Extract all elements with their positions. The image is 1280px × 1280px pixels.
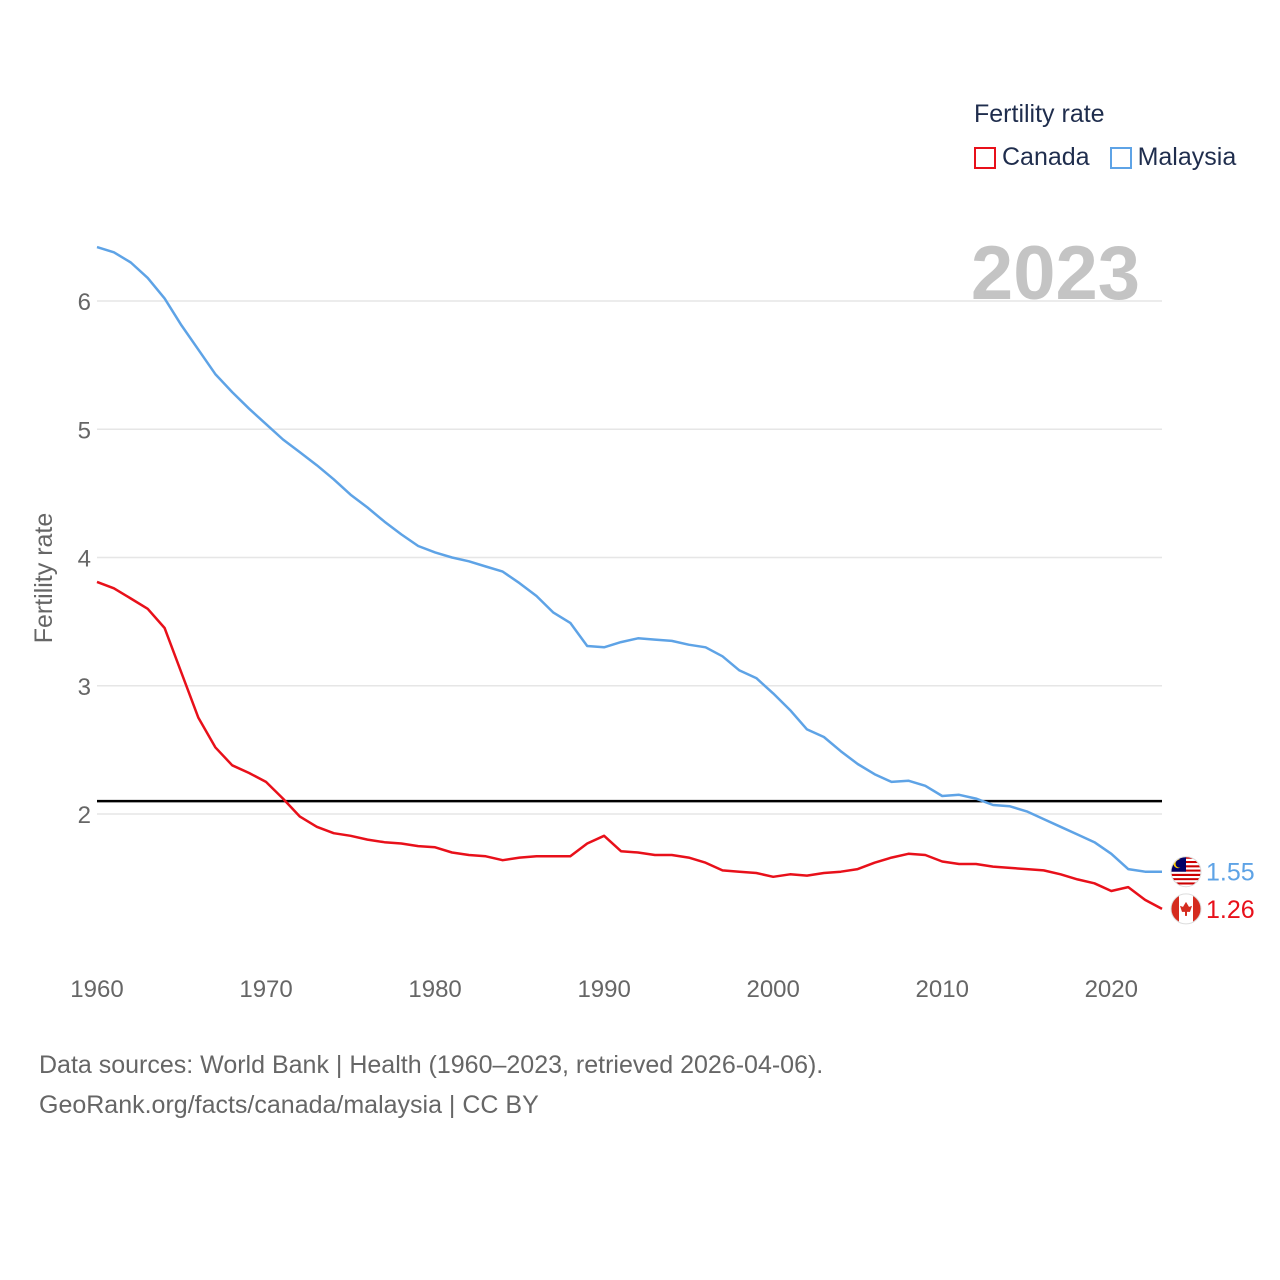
legend-swatch-canada <box>974 146 996 169</box>
x-axis-ticks: 1960 1970 1980 1990 2000 2010 2020 <box>70 976 1138 1003</box>
series-line-canada <box>96 580 1163 911</box>
x-tick-label: 2020 <box>1085 976 1138 1003</box>
y-tick-label: 5 <box>78 417 91 444</box>
end-labels: 1.26 1.55 <box>1170 856 1255 925</box>
y-axis-label: Fertility rate <box>30 513 58 644</box>
footer-sources: Data sources: World Bank | Health (1960–… <box>39 1051 824 1079</box>
y-tick-label: 4 <box>78 546 91 573</box>
y-tick-label: 6 <box>78 289 91 316</box>
y-tick-label: 3 <box>78 674 91 701</box>
x-tick-label: 2010 <box>916 976 969 1003</box>
y-tick-label: 2 <box>78 802 91 829</box>
legend-title: Fertility rate <box>974 100 1105 128</box>
legend-item-canada[interactable]: Canada <box>974 143 1090 172</box>
x-tick-label: 1980 <box>408 976 461 1003</box>
malaysia-end-value-label: 1.55 <box>1206 859 1255 887</box>
malaysia-flag-icon <box>1170 856 1202 888</box>
y-axis-ticks: 2 3 4 5 6 <box>78 289 91 829</box>
legend-item-malaysia[interactable]: Malaysia <box>1109 143 1237 172</box>
footer-link[interactable]: GeoRank.org/facts/canada/malaysia | CC B… <box>39 1091 539 1119</box>
legend-label-canada: Canada <box>1002 143 1090 171</box>
x-tick-label: 1960 <box>70 976 123 1003</box>
x-tick-label: 2000 <box>746 976 799 1003</box>
year-watermark: 2023 <box>971 231 1140 316</box>
legend: Canada Malaysia <box>974 143 1256 172</box>
footer: Data sources: World Bank | Health (1960–… <box>39 1045 823 1125</box>
gridlines <box>97 300 1162 815</box>
canada-flag-icon <box>1170 893 1202 925</box>
series-group <box>96 245 1163 911</box>
x-tick-label: 1990 <box>577 976 630 1003</box>
legend-swatch-malaysia <box>1109 146 1132 169</box>
series-line-malaysia <box>96 245 1162 873</box>
canada-end-value-label: 1.26 <box>1206 896 1255 924</box>
legend-label-malaysia: Malaysia <box>1137 143 1237 171</box>
x-tick-label: 1970 <box>239 976 292 1003</box>
